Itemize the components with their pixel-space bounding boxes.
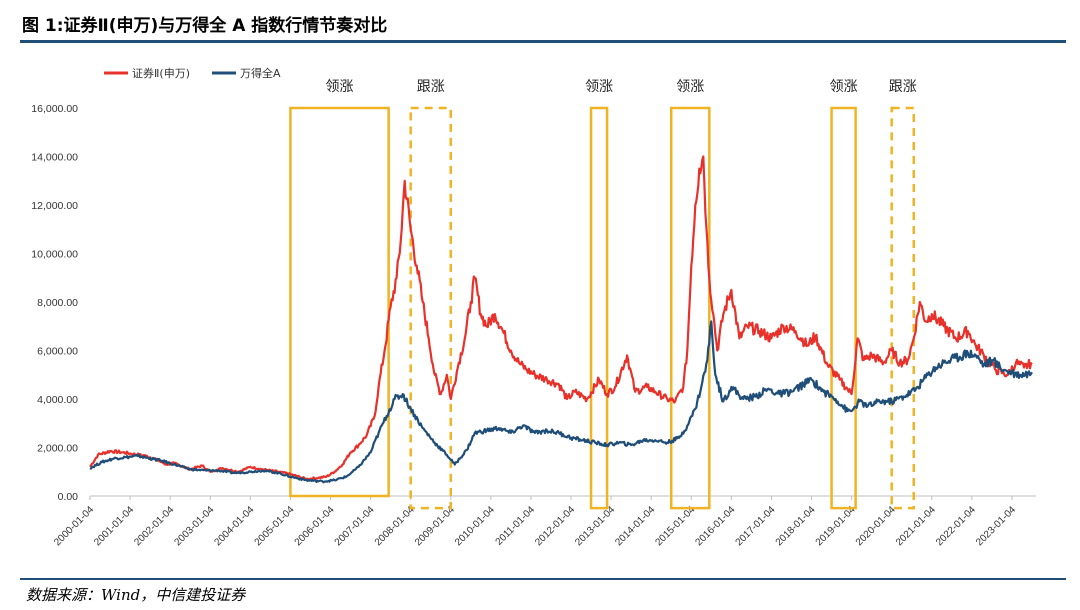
legend-label: 证券Ⅱ(申万) bbox=[132, 66, 190, 80]
bottom-rule bbox=[20, 578, 1066, 580]
band-follow-box bbox=[409, 106, 453, 510]
y-tick-label: 4,000.00 bbox=[37, 394, 78, 406]
x-tick-label: 2000-01-04 bbox=[52, 504, 96, 548]
x-tick-label: 2007-01-04 bbox=[333, 504, 377, 548]
band-lead-box bbox=[830, 106, 857, 510]
x-tick-label: 2021-01-04 bbox=[894, 504, 938, 548]
band-label: 领涨 bbox=[585, 79, 613, 95]
x-tick-label: 2013-01-04 bbox=[573, 504, 617, 548]
series-lines bbox=[89, 155, 1033, 484]
x-tick-label: 2016-01-04 bbox=[694, 504, 738, 548]
x-tick-label: 2011-01-04 bbox=[494, 504, 538, 548]
x-tick-label: 2004-01-04 bbox=[213, 504, 257, 548]
x-tick-label: 2015-01-04 bbox=[653, 504, 697, 548]
x-tick-label: 2003-01-04 bbox=[172, 504, 216, 548]
x-tick-label: 2010-01-04 bbox=[453, 504, 497, 548]
band-label: 跟涨 bbox=[889, 79, 917, 95]
band-label: 跟涨 bbox=[417, 79, 445, 95]
y-tick-label: 12,000.00 bbox=[31, 200, 78, 212]
x-tick-label: 2009-01-04 bbox=[413, 504, 457, 548]
x-tick-label: 2014-01-04 bbox=[613, 504, 657, 548]
x-tick-label: 2020-01-04 bbox=[854, 504, 898, 548]
y-tick-label: 8,000.00 bbox=[37, 297, 78, 309]
y-tick-label: 10,000.00 bbox=[31, 249, 78, 261]
band-lead-box bbox=[289, 106, 390, 498]
series-line-wind-all-a bbox=[89, 320, 1033, 484]
x-tick-label: 2017-01-04 bbox=[734, 504, 778, 548]
x-tick-label: 2022-01-04 bbox=[934, 504, 978, 548]
y-tick-label: 0.00 bbox=[58, 491, 79, 503]
band-label: 领涨 bbox=[830, 79, 858, 95]
y-tick-label: 6,000.00 bbox=[37, 346, 78, 358]
x-tick-label: 2006-01-04 bbox=[293, 504, 337, 548]
band-lead-box bbox=[669, 106, 711, 510]
top-rule bbox=[20, 40, 1066, 43]
x-tick-label: 2005-01-04 bbox=[253, 504, 297, 548]
x-tick-label: 2012-01-04 bbox=[533, 504, 577, 548]
legend: 证券Ⅱ(申万) 万得全A bbox=[104, 66, 281, 80]
data-source: 数据来源：Wind，中信建投证券 bbox=[26, 586, 246, 604]
highlight-bands: 领涨 跟涨 领涨 领涨 领涨 跟涨 bbox=[289, 79, 917, 510]
band-follow-box bbox=[890, 106, 915, 510]
x-tick-label: 2001-01-04 bbox=[92, 504, 136, 548]
series-line-securities bbox=[89, 155, 1033, 481]
y-tick-label: 2,000.00 bbox=[37, 443, 78, 455]
y-tick-label: 14,000.00 bbox=[31, 152, 78, 164]
x-tick-label: 2019-01-04 bbox=[814, 504, 858, 548]
x-tick-label: 2008-01-04 bbox=[373, 504, 417, 548]
chart-title: 图 1:证券Ⅱ(申万)与万得全 A 指数行情节奏对比 bbox=[22, 16, 388, 36]
x-tick-label: 2023-01-04 bbox=[974, 504, 1018, 548]
legend-label: 万得全A bbox=[240, 66, 281, 80]
band-lead-box bbox=[589, 106, 609, 510]
band-label: 领涨 bbox=[326, 79, 354, 95]
y-tick-label: 16,000.00 bbox=[31, 103, 78, 115]
axes-group: 0.00 2,000.00 4,000.00 6,000.00 8,000.00 10,0… bbox=[31, 103, 1036, 548]
band-label: 领涨 bbox=[676, 79, 704, 95]
x-tick-label: 2002-01-04 bbox=[132, 504, 176, 548]
x-tick-label: 2018-01-04 bbox=[774, 504, 818, 548]
